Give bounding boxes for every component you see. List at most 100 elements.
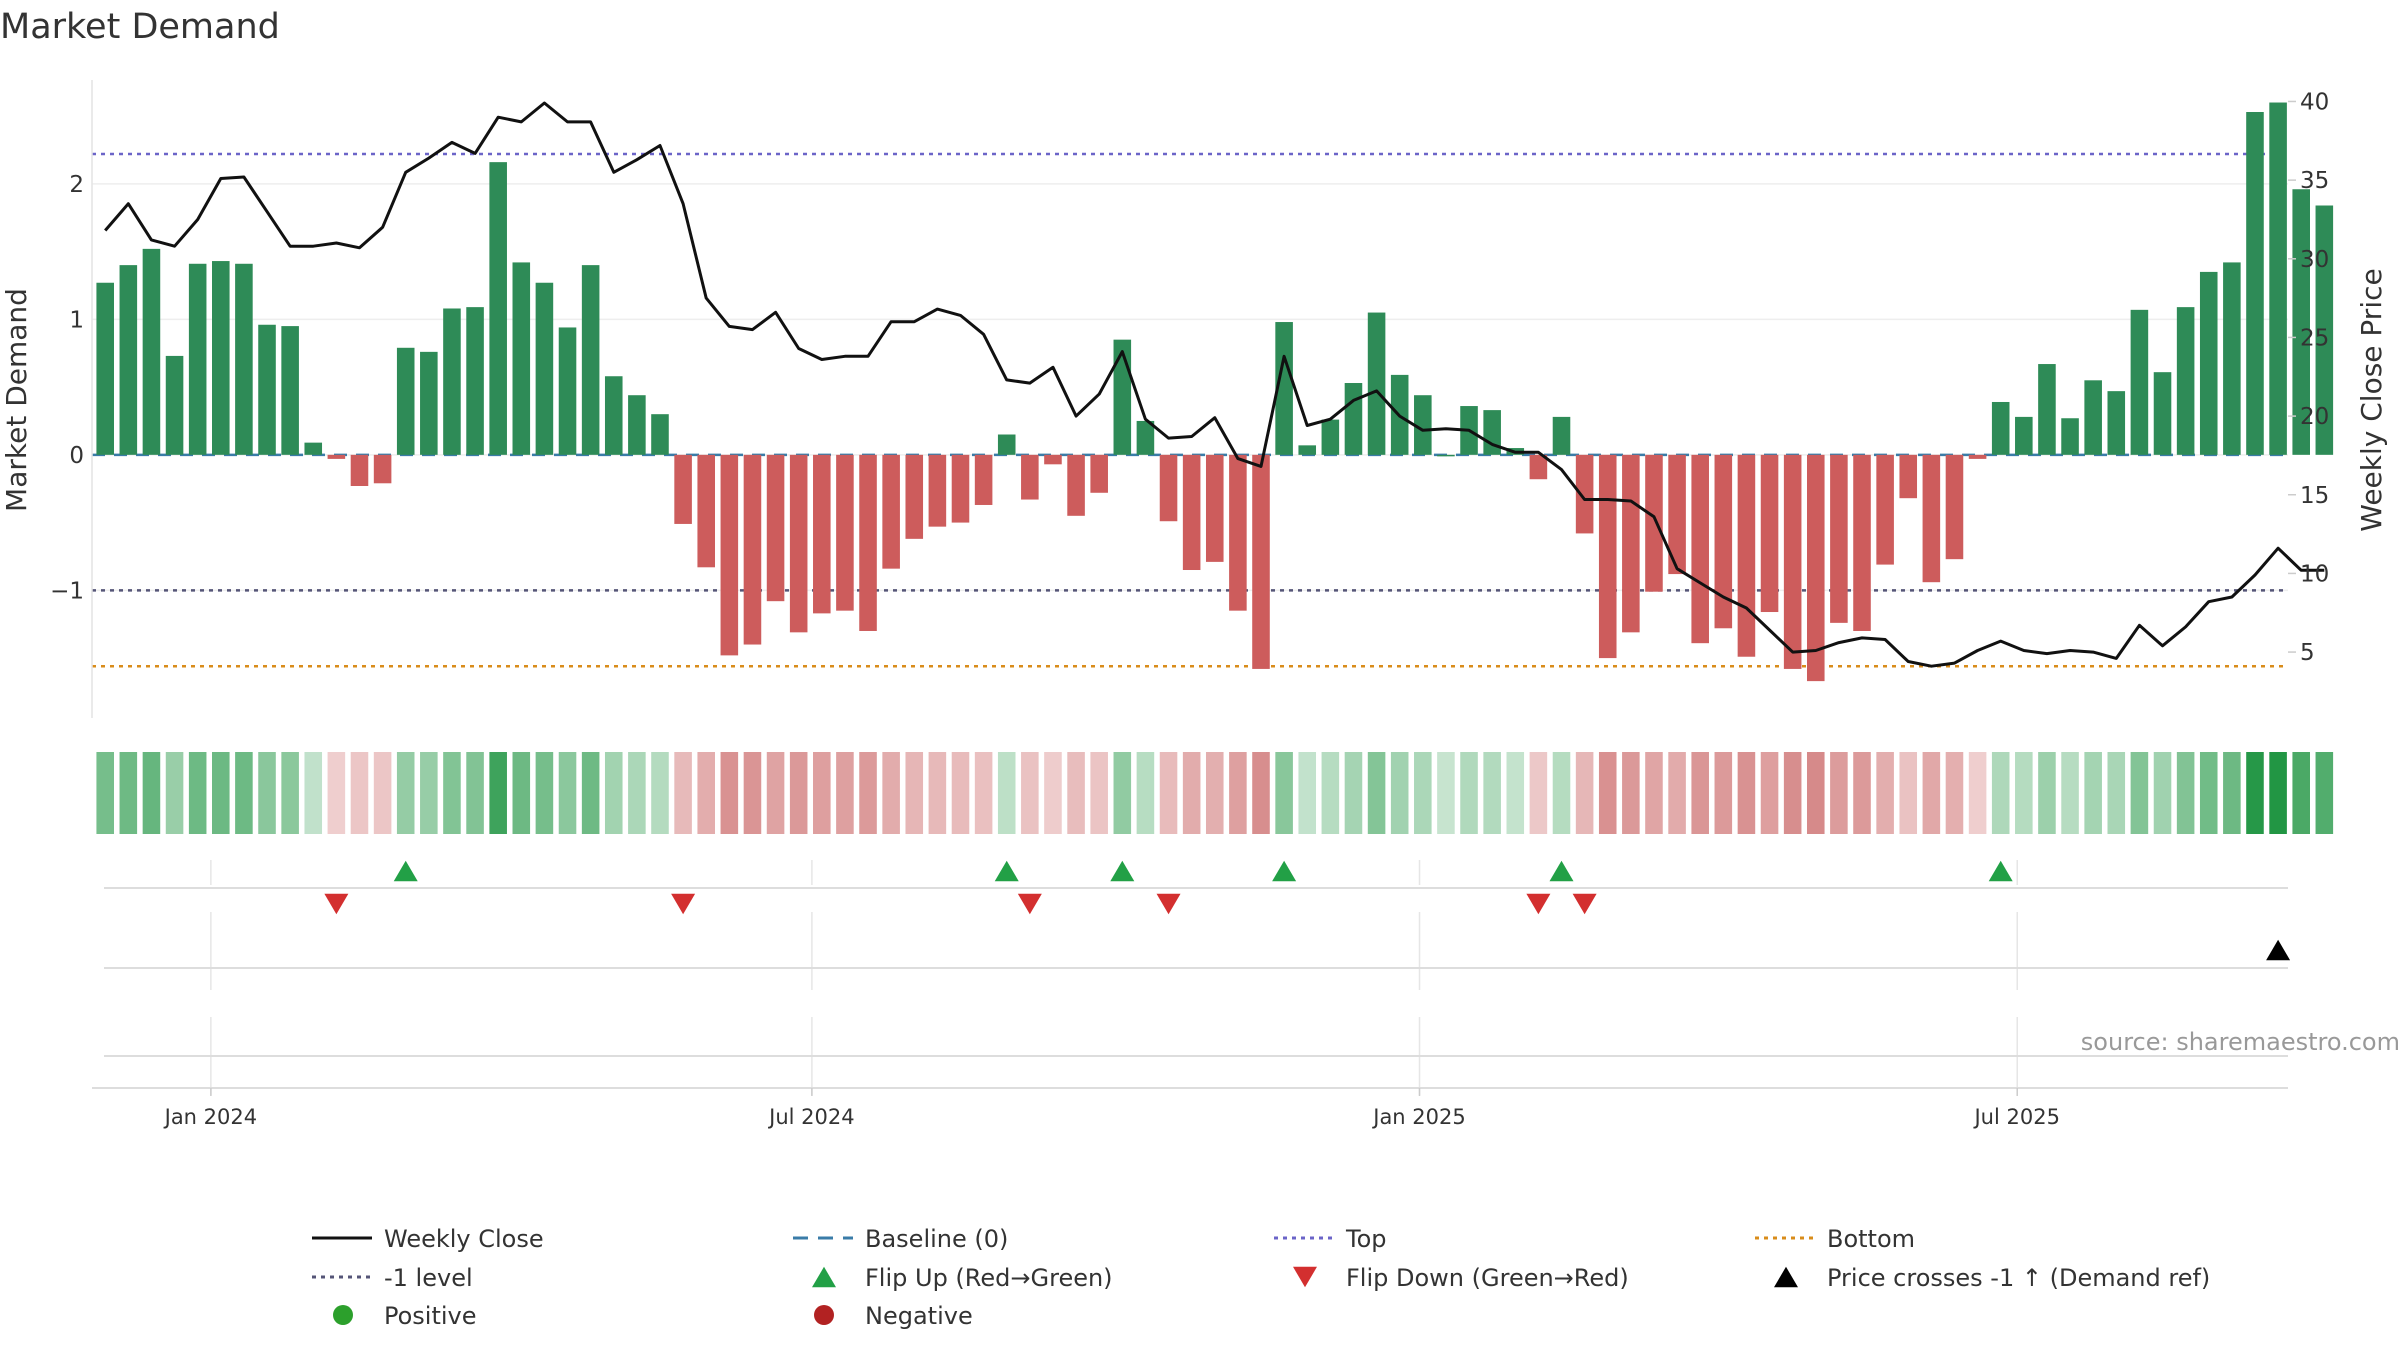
heat-cell [327,752,346,834]
flip-down-marker [324,893,349,915]
heat-cell [535,752,554,834]
heat-cell [2130,752,2149,834]
heat-cell [165,752,184,834]
heat-cell [720,752,739,834]
heat-cell [1483,752,1501,834]
demand-bar [1090,454,1108,493]
demand-bar [1321,419,1340,455]
heat-cell [1622,752,1640,834]
demand-bar [558,327,577,455]
heat-cell [789,752,808,834]
legend: Weekly Close Baseline (0) Top Bottom -1 leve… [312,1225,2210,1330]
heat-cell [373,752,392,834]
heat-cell [489,752,507,834]
demand-bar [997,434,1016,455]
heat-cell [1437,752,1455,834]
demand-bar [905,454,924,539]
demand-bar [396,347,415,455]
heat-cell [2176,752,2195,834]
heat-cell [1182,752,1201,834]
legend-label: Top [1345,1225,1387,1253]
weekly-close-price [104,101,2325,668]
demand-bar [350,454,369,486]
heat-cell [1714,752,1733,834]
demand-bar [165,355,184,455]
heat-cell [1876,752,1894,834]
legend-label: Negative [865,1302,973,1330]
heat-cell [604,752,623,834]
y2-tick-label: 30 [2300,247,2329,273]
demand-bar [2084,380,2102,455]
heat-cell [1275,752,1293,834]
heat-cell [1044,752,1062,834]
y-tick-label: 2 [69,172,84,198]
demand-bar [1622,454,1640,633]
demand-bar [1645,454,1663,592]
demand-bar [1945,454,1964,560]
demand-bar [2176,307,2195,455]
price-cross-marker [2266,939,2291,961]
demand-bar [1876,454,1894,565]
heat-cell [905,752,924,834]
heat-cell [1229,752,1247,834]
reference-levels [92,152,2288,668]
flip-up-marker [994,860,1019,882]
heat-cell [674,752,692,834]
legend-swatch [814,1305,834,1325]
demand-bar [1899,454,1918,499]
flip-down-marker [1156,893,1181,915]
x-tick-label: Jul 2025 [1972,1105,2059,1129]
demand-bar [1575,454,1594,534]
demand-bar [1529,454,1548,480]
heat-cell [1367,752,1386,834]
heat-cell [766,752,785,834]
heat-cell [119,752,138,834]
heat-cell [697,752,716,834]
heat-cell [2199,752,2218,834]
heat-cell [743,752,762,834]
y2-tick-label: 10 [2300,561,2329,587]
demand-bar [789,454,808,633]
demand-bars [96,102,2334,682]
demand-bar [1044,454,1062,465]
heat-cell [1252,752,1270,834]
heat-cell [2315,752,2334,834]
demand-bar [697,454,716,568]
demand-bar [674,454,692,524]
demand-bar [2292,189,2310,455]
flip-up-marker [1110,860,1135,882]
demand-bar [951,454,970,523]
heat-cell [466,752,484,834]
heat-cell [1968,752,1987,834]
demand-bar [1344,383,1363,455]
y-tick-label: −1 [50,578,84,604]
demand-bar [1136,420,1155,455]
flip-down-marker [1017,893,1042,915]
heat-cell [350,752,369,834]
heat-cell [1529,752,1548,834]
demand-bar [928,454,947,527]
heat-cell [2084,752,2102,834]
demand-bar [373,454,392,484]
heat-cell [2107,752,2126,834]
heat-cell [281,752,299,834]
flip-up-marker [393,860,418,882]
demand-bar [258,324,276,455]
demand-bar [1229,454,1247,611]
flip-up-marker [1272,860,1297,882]
heat-cell [188,752,207,834]
heat-cell [558,752,577,834]
heat-cell [1991,752,2010,834]
legend-label: Weekly Close [384,1225,544,1253]
heat-cell [1298,752,1317,834]
demand-bar [1806,454,1825,682]
heat-cell [396,752,415,834]
demand-bar [512,262,531,455]
demand-bar [859,454,877,631]
heat-cell [1945,752,1964,834]
demand-bar [813,454,831,614]
demand-bar [1483,410,1501,455]
flip-down-marker [671,893,696,915]
flip-up-marker [1988,860,2013,882]
